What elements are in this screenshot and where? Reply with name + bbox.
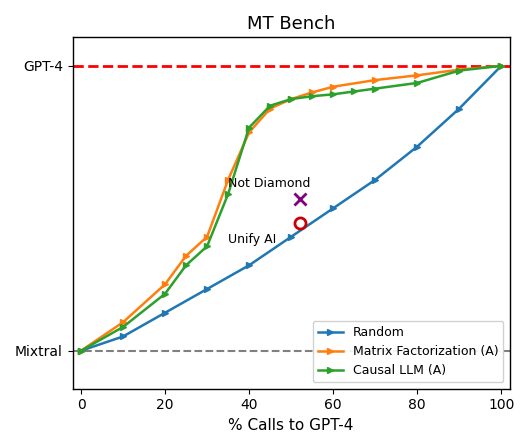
Causal LLM (A) bbox=[498, 63, 505, 69]
Random bbox=[120, 334, 126, 339]
Causal LLM (A) bbox=[351, 89, 357, 94]
Random bbox=[162, 310, 168, 315]
Causal LLM (A) bbox=[162, 291, 168, 297]
Matrix Factorization (A) bbox=[246, 129, 252, 135]
Random bbox=[204, 286, 210, 292]
Random bbox=[78, 348, 84, 353]
Legend: Random, Matrix Factorization (A), Causal LLM (A): Random, Matrix Factorization (A), Causal… bbox=[313, 321, 504, 383]
Matrix Factorization (A) bbox=[120, 319, 126, 325]
Random bbox=[330, 206, 337, 211]
Causal LLM (A) bbox=[267, 103, 273, 108]
Line: Random: Random bbox=[78, 63, 504, 353]
Matrix Factorization (A) bbox=[162, 281, 168, 287]
Matrix Factorization (A) bbox=[78, 348, 84, 353]
Line: Causal LLM (A): Causal LLM (A) bbox=[78, 63, 504, 353]
Matrix Factorization (A) bbox=[330, 84, 337, 90]
Title: MT Bench: MT Bench bbox=[247, 15, 335, 33]
Causal LLM (A) bbox=[309, 94, 315, 99]
Matrix Factorization (A) bbox=[183, 253, 189, 258]
Random bbox=[456, 106, 463, 111]
Matrix Factorization (A) bbox=[372, 78, 378, 83]
Causal LLM (A) bbox=[225, 191, 231, 197]
Random bbox=[498, 63, 505, 69]
Causal LLM (A) bbox=[414, 80, 420, 86]
Matrix Factorization (A) bbox=[309, 90, 315, 95]
Causal LLM (A) bbox=[120, 324, 126, 330]
Random bbox=[414, 144, 420, 149]
Random bbox=[372, 177, 378, 182]
Causal LLM (A) bbox=[246, 125, 252, 130]
Random bbox=[246, 263, 252, 268]
Text: Not Diamond: Not Diamond bbox=[228, 177, 311, 190]
Causal LLM (A) bbox=[456, 68, 463, 73]
Matrix Factorization (A) bbox=[288, 96, 294, 102]
Causal LLM (A) bbox=[78, 348, 84, 353]
Matrix Factorization (A) bbox=[498, 63, 505, 69]
Matrix Factorization (A) bbox=[225, 177, 231, 182]
Causal LLM (A) bbox=[330, 92, 337, 97]
Causal LLM (A) bbox=[183, 263, 189, 268]
Matrix Factorization (A) bbox=[456, 67, 463, 72]
Text: Unify AI: Unify AI bbox=[228, 233, 276, 246]
Matrix Factorization (A) bbox=[267, 106, 273, 111]
Causal LLM (A) bbox=[288, 96, 294, 102]
Causal LLM (A) bbox=[204, 244, 210, 249]
Matrix Factorization (A) bbox=[414, 73, 420, 78]
Matrix Factorization (A) bbox=[204, 234, 210, 240]
X-axis label: % Calls to GPT-4: % Calls to GPT-4 bbox=[228, 418, 354, 433]
Causal LLM (A) bbox=[372, 86, 378, 91]
Random bbox=[288, 234, 294, 240]
Line: Matrix Factorization (A): Matrix Factorization (A) bbox=[78, 63, 504, 353]
